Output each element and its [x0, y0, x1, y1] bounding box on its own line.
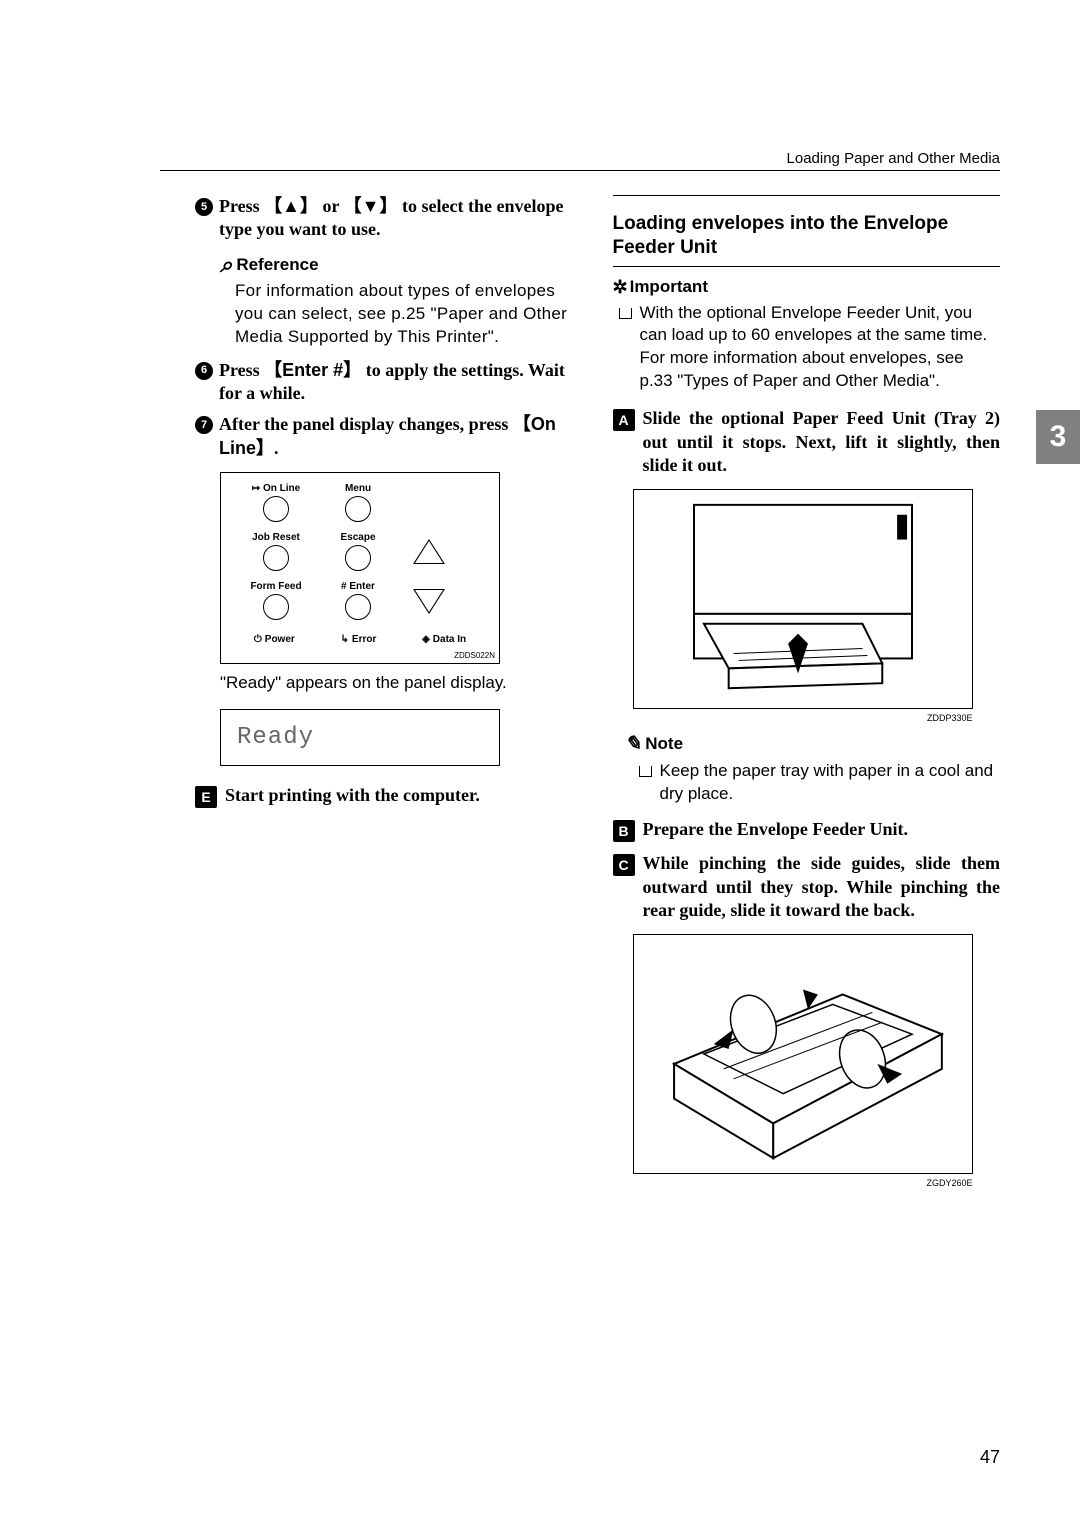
panel-btn-formfeed: Form Feed — [250, 581, 301, 592]
ready-description: "Ready" appears on the panel display. — [220, 672, 583, 695]
substep-text: Press 【Enter #】 to apply the settings. W… — [219, 359, 583, 406]
substep-6: 6 Press 【Enter #】 to apply the settings.… — [195, 359, 583, 406]
substep-text: Press 【▲】 or 【▼】 to select the envelope … — [219, 195, 583, 242]
substep-number: 6 — [195, 362, 213, 380]
step-text: While pinching the side guides, slide th… — [643, 852, 1001, 922]
up-key: 【▲】 — [264, 196, 318, 216]
note-icon — [625, 731, 646, 756]
bullet-box-icon — [619, 308, 632, 319]
panel-power-indicator: ⏻ Power — [254, 634, 295, 645]
envelope-feeder-illustration — [633, 934, 973, 1174]
header-rule — [160, 170, 1000, 171]
step-number: B — [613, 820, 635, 842]
substep-5: 5 Press 【▲】 or 【▼】 to select the envelop… — [195, 195, 583, 242]
important-label: Important — [630, 277, 708, 297]
feeder-svg — [634, 935, 972, 1173]
illustration-code: ZGDY260E — [633, 1178, 973, 1188]
note-heading: Note — [625, 731, 1001, 756]
page-number: 47 — [980, 1447, 1000, 1468]
down-key: 【▼】 — [344, 196, 398, 216]
printer-svg — [634, 490, 972, 708]
section-rule-bottom — [613, 266, 1001, 267]
left-column: 5 Press 【▲】 or 【▼】 to select the envelop… — [160, 195, 583, 1196]
step-a: A Slide the optional Paper Feed Unit (Tr… — [613, 407, 1001, 477]
manual-page: Loading Paper and Other Media 3 5 Press … — [0, 0, 1080, 1528]
bullet-box-icon — [639, 766, 652, 777]
note-label: Note — [645, 734, 683, 754]
reference-heading: Reference — [220, 252, 583, 278]
content-columns: 5 Press 【▲】 or 【▼】 to select the envelop… — [160, 195, 1020, 1196]
substep-number: 7 — [195, 416, 213, 434]
panel-btn-escape: Escape — [340, 532, 375, 543]
panel-datain-indicator: ◈ Data In — [422, 634, 466, 645]
step-e: E Start printing with the computer. — [195, 784, 583, 808]
step-number: A — [613, 409, 635, 431]
panel-down-icon — [415, 590, 443, 612]
reference-label: Reference — [236, 255, 318, 275]
reference-icon — [220, 252, 232, 278]
step-text: Slide the optional Paper Feed Unit (Tray… — [643, 407, 1001, 477]
chapter-tab: 3 — [1036, 410, 1080, 464]
panel-btn-jobreset: Job Reset — [252, 532, 300, 543]
printer-tray-illustration — [633, 489, 973, 709]
section-rule-top — [613, 195, 1001, 196]
panel-error-indicator: ↳ Error — [341, 634, 377, 645]
substep-text: After the panel display changes, press 【… — [219, 413, 583, 460]
important-icon — [613, 277, 630, 298]
panel-up-icon — [415, 541, 443, 563]
breadcrumb: Loading Paper and Other Media — [787, 150, 1000, 167]
panel-btn-menu: Menu — [345, 483, 371, 494]
right-column: Loading envelopes into the Envelope Feed… — [613, 195, 1021, 1196]
note-body: Keep the paper tray with paper in a cool… — [633, 760, 1001, 806]
reference-body: For information about types of envelopes… — [235, 280, 583, 349]
panel-btn-enter: # Enter — [341, 581, 375, 592]
illustration-code: ZDDP330E — [633, 713, 973, 723]
step-text: Prepare the Envelope Feeder Unit. — [643, 818, 908, 842]
panel-image-code: ZDDS022N — [221, 651, 499, 663]
step-b: B Prepare the Envelope Feeder Unit. — [613, 818, 1001, 842]
control-panel-diagram: ↦ On Line Menu Job Reset Escape Form Fee… — [220, 472, 500, 664]
lcd-display: Ready — [220, 709, 500, 766]
step-text: Start printing with the computer. — [225, 784, 480, 808]
section-heading: Loading envelopes into the Envelope Feed… — [613, 204, 1001, 260]
substep-number: 5 — [195, 198, 213, 216]
step-number: C — [613, 854, 635, 876]
important-heading: Important — [613, 277, 1001, 298]
important-body: With the optional Envelope Feeder Unit, … — [613, 302, 1001, 394]
step-c: C While pinching the side guides, slide … — [613, 852, 1001, 922]
panel-btn-online: On Line — [263, 483, 300, 494]
step-number: E — [195, 786, 217, 808]
enter-key: 【Enter #】 — [264, 360, 361, 380]
substep-7: 7 After the panel display changes, press… — [195, 413, 583, 460]
